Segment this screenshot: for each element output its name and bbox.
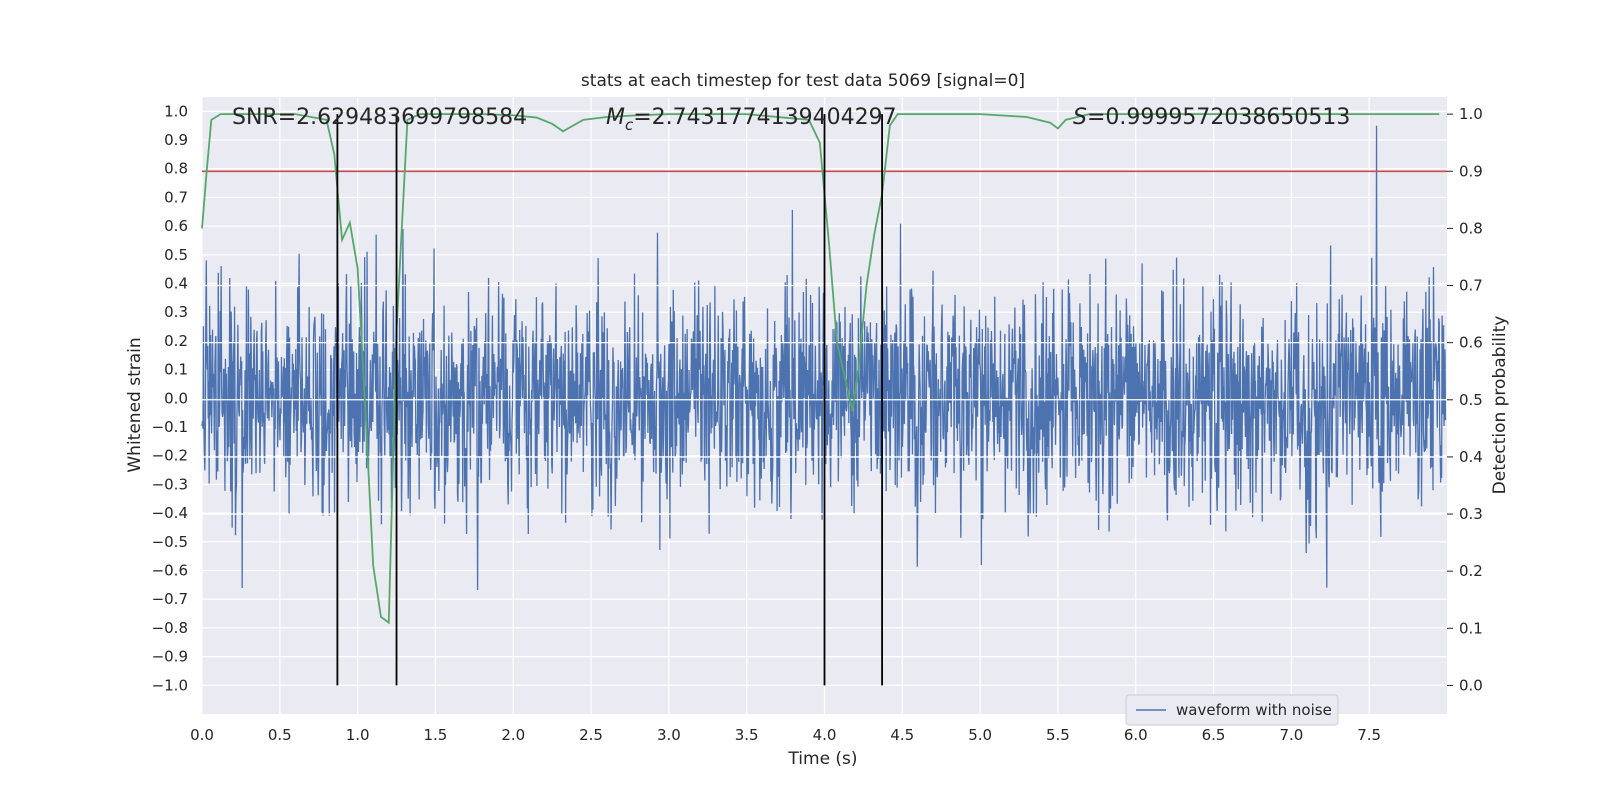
x-tick-label: 0.0 [190, 726, 214, 744]
x-tick-label: 2.5 [579, 726, 603, 744]
x-axis-label: Time (s) [787, 749, 857, 769]
y-tick-label: −0.3 [152, 475, 188, 493]
y-tick-label: 0.9 [164, 131, 188, 149]
y-tick-label: 0.1 [164, 361, 188, 379]
legend-box [1125, 694, 1339, 726]
vertical-lines-layer [336, 114, 883, 686]
legend-label-waveform: waveform with noise [1176, 701, 1332, 719]
detection-probability-line [201, 113, 1440, 625]
x-tick-label: 6.0 [1124, 726, 1148, 744]
x-tick-label: 4.0 [813, 726, 837, 744]
probability-layer [201, 113, 1440, 625]
x-tick-label: 4.5 [890, 726, 914, 744]
x-tick-label: 5.0 [968, 726, 992, 744]
y-tick-label: −0.7 [152, 590, 188, 608]
y-tick-label: 0.7 [164, 188, 188, 206]
y2-tick-label: 0.0 [1459, 676, 1483, 694]
y-tick-label: −0.1 [152, 418, 188, 436]
y2-tick-label: 0.3 [1459, 505, 1483, 523]
y-tick-label: −0.9 [152, 648, 188, 666]
y2-axis-label: Detection probability [1490, 316, 1510, 495]
y2-tick-label: 0.1 [1459, 619, 1483, 637]
mc-value: =2.7431774139404297 [633, 105, 896, 130]
x-tick-label: 7.5 [1357, 726, 1381, 744]
y2-tick-label: 0.5 [1459, 391, 1483, 409]
x-tick-label: 5.5 [1046, 726, 1070, 744]
tick-layer: 0.0 0.5 1.0 1.5 2.0 2.5 3.0 3.5 4.0 4.5 5.0 5.5 6.0 6… [152, 102, 1483, 744]
y2-tick-label: 0.6 [1459, 334, 1483, 352]
y-tick-label: −0.2 [152, 447, 188, 465]
y-tick-label: 0.4 [164, 275, 188, 293]
chart-title: stats at each timestep for test data 506… [581, 71, 1025, 91]
y-tick-label: 0.5 [164, 246, 188, 264]
y-tick-label: −1.0 [152, 676, 188, 694]
y2-tick-label: 0.7 [1459, 277, 1483, 295]
x-tick-label: 3.0 [657, 726, 681, 744]
y2-tick-label: 0.8 [1459, 219, 1483, 237]
x-tick-label: 6.5 [1202, 726, 1226, 744]
x-tick-label: 0.5 [268, 726, 292, 744]
y-tick-label: 0.3 [164, 303, 188, 321]
snr-annotation: SNR=2.629483699798584 [232, 105, 527, 130]
y2-tick-label: 0.9 [1459, 162, 1483, 180]
y-tick-label: 0.6 [164, 217, 188, 235]
y2-tick-label: 1.0 [1459, 105, 1483, 123]
s-symbol: S [1073, 105, 1087, 130]
y-tick-label: −0.8 [152, 619, 188, 637]
x-tick-label: 7.0 [1279, 726, 1303, 744]
y-tick-label: 0.8 [164, 160, 188, 178]
y-axis-label: Whitened strain [125, 337, 145, 472]
s-annotation: S=0.9999572038650513 [1073, 105, 1350, 130]
mc-annotation: Mc=2.7431774139404297 [606, 105, 897, 134]
s-value: =0.9999572038650513 [1087, 105, 1350, 130]
y-tick-label: −0.4 [152, 504, 188, 522]
y-tick-label: 0.2 [164, 332, 188, 350]
y2-tick-label: 0.2 [1459, 562, 1483, 580]
y-tick-label: −0.6 [152, 562, 188, 580]
x-tick-label: 2.0 [501, 726, 525, 744]
y-tick-label: −0.5 [152, 533, 188, 551]
y2-tick-label: 0.4 [1459, 448, 1483, 466]
y-tick-label: 0.0 [164, 389, 188, 407]
mc-subscript: c [625, 116, 634, 134]
x-tick-label: 1.5 [424, 726, 448, 744]
x-tick-label: 3.5 [735, 726, 759, 744]
mc-symbol: M [606, 105, 625, 130]
y-tick-label: 1.0 [164, 102, 188, 120]
legend: waveform with noise [1125, 694, 1339, 726]
x-tick-label: 1.0 [346, 726, 370, 744]
